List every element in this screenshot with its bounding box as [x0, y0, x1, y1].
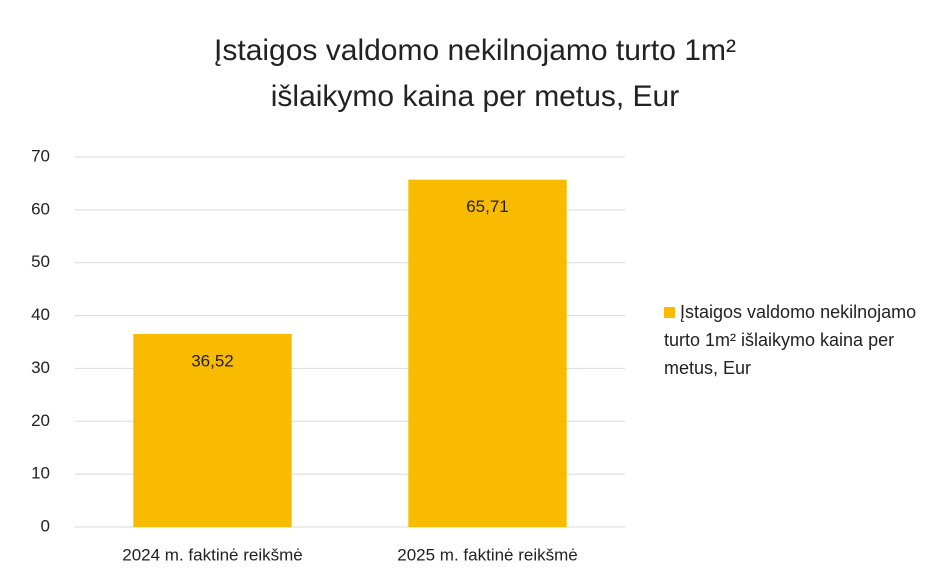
y-tick-label: 70	[31, 146, 50, 165]
y-tick-label: 60	[31, 199, 50, 218]
bar	[133, 333, 292, 527]
legend: Įstaigos valdomo nekilnojamo turto 1m² i…	[664, 298, 926, 382]
y-tick-label: 10	[31, 464, 50, 483]
chart-title: Įstaigos valdomo nekilnojamo turto 1m² i…	[214, 34, 736, 113]
data-label: 65,71	[466, 197, 509, 216]
y-tick-label: 50	[31, 252, 50, 271]
x-tick-label: 2025 m. faktinė reikšmė	[397, 545, 577, 564]
legend-swatch	[664, 307, 675, 318]
y-tick-label: 40	[31, 305, 50, 324]
y-tick-label: 30	[31, 358, 50, 377]
bar	[408, 179, 567, 527]
y-tick-label: 20	[31, 411, 50, 430]
legend-label: Įstaigos valdomo nekilnojamo turto 1m² i…	[664, 302, 917, 378]
x-tick-label: 2024 m. faktinė reikšmė	[122, 545, 302, 564]
data-label: 36,52	[191, 351, 234, 370]
y-tick-label: 0	[41, 516, 50, 535]
